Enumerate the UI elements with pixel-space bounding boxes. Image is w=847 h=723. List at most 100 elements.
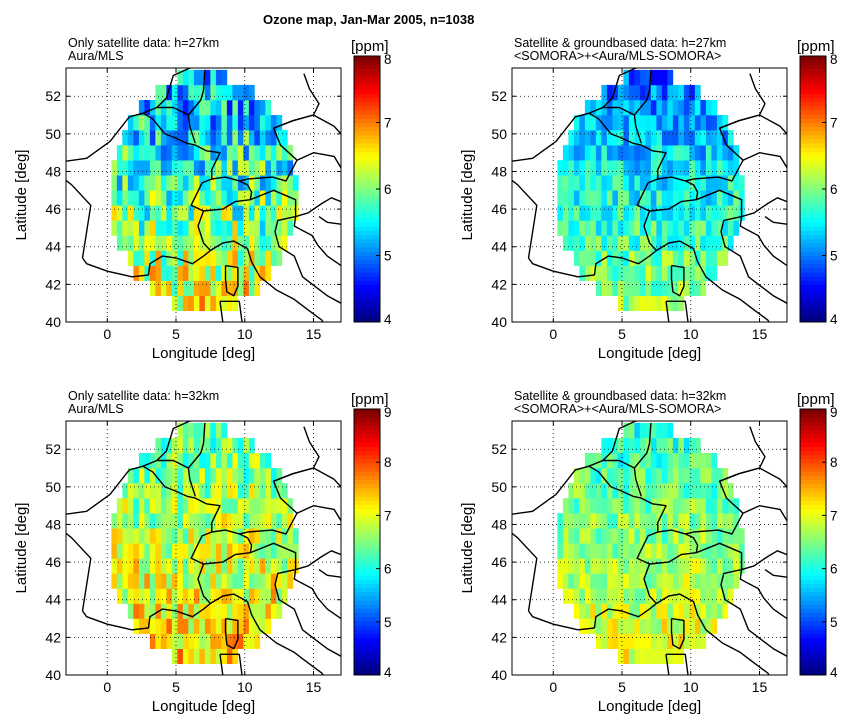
colorbar-band <box>354 438 380 443</box>
ozone-cell <box>694 84 701 101</box>
ozone-cell <box>628 145 635 161</box>
ozone-cell <box>590 190 597 206</box>
colorbar-band <box>354 670 380 676</box>
ozone-cell <box>215 648 222 665</box>
colorbar-band <box>354 650 380 655</box>
ozone-cell <box>672 250 679 266</box>
ozone-cell <box>160 573 167 589</box>
ozone-cell <box>144 618 151 634</box>
ozone-cell <box>683 99 690 116</box>
x-tick-label: 5 <box>172 679 180 695</box>
colorbar-band <box>354 600 380 605</box>
ozone-cell <box>733 145 740 161</box>
ozone-cell <box>678 588 685 604</box>
colorbar-band <box>800 512 826 518</box>
ozone-cell <box>155 437 162 454</box>
ozone-cell <box>248 220 255 236</box>
colorbar-band <box>800 243 826 248</box>
ozone-cell <box>276 175 283 191</box>
ozone-cell <box>182 543 189 559</box>
ozone-cell <box>265 603 272 619</box>
ozone-cell <box>254 235 261 251</box>
ozone-cell <box>716 235 723 251</box>
ozone-cell <box>215 205 222 221</box>
ozone-cell <box>276 498 283 514</box>
ozone-cell <box>584 220 591 236</box>
ozone-cell <box>634 543 641 559</box>
ozone-cell <box>595 130 602 146</box>
ozone-cell <box>689 280 696 296</box>
ozone-cell <box>243 452 250 469</box>
ozone-cell <box>683 633 690 649</box>
ozone-cell <box>573 513 580 529</box>
panel-title-line: <SOMORA>+<Aura/MLS-SOMORA> <box>514 49 721 63</box>
ozone-cell <box>199 160 206 176</box>
colorbar-band <box>800 471 826 476</box>
ozone-cell <box>199 468 206 484</box>
plot-area <box>512 421 787 675</box>
ozone-cell <box>259 618 266 634</box>
ozone-cell <box>188 618 195 634</box>
ozone-cell <box>188 84 195 101</box>
ozone-cell <box>259 588 266 604</box>
colorbar-band <box>354 658 380 663</box>
colorbar-band <box>800 205 826 211</box>
ozone-cell <box>221 160 228 176</box>
ozone-cell <box>678 633 685 649</box>
ozone-cell <box>705 513 712 529</box>
ozone-cell <box>738 543 745 559</box>
ozone-cell <box>661 99 668 116</box>
colorbar-band <box>800 168 826 173</box>
ozone-cell <box>562 528 569 544</box>
ozone-cell <box>259 498 266 514</box>
colorbar-tick-label: 7 <box>830 508 838 523</box>
ozone-cell <box>595 528 602 544</box>
y-tick-label: 48 <box>45 163 61 179</box>
ozone-cell <box>601 145 608 161</box>
y-tick-label: 48 <box>45 516 61 532</box>
colorbar-band <box>354 172 380 177</box>
colorbar-band <box>354 164 380 169</box>
ozone-cell <box>733 205 740 221</box>
ozone-cell <box>683 437 690 454</box>
ozone-cell <box>237 498 244 514</box>
x-tick-label: 10 <box>683 679 699 695</box>
ozone-cell <box>177 205 184 221</box>
x-tick-label: 0 <box>103 326 111 342</box>
ozone-cell <box>210 468 217 484</box>
ozone-cell <box>634 422 641 439</box>
ozone-cell <box>287 558 294 574</box>
ozone-cell <box>188 573 195 589</box>
ozone-cell <box>639 295 646 312</box>
ozone-cell <box>281 130 288 146</box>
ozone-cell <box>650 573 657 589</box>
ozone-cell <box>188 69 195 86</box>
ozone-cell <box>149 528 156 544</box>
colorbar-unit-label: [ppm] <box>351 38 389 55</box>
ozone-cell <box>149 235 156 251</box>
ozone-cell <box>265 190 272 206</box>
ozone-cell <box>188 130 195 146</box>
ozone-cell <box>584 265 591 281</box>
colorbar-band <box>354 413 380 418</box>
ozone-cell <box>667 115 674 131</box>
border-line <box>741 550 787 571</box>
ozone-cell <box>628 558 635 574</box>
ozone-cell <box>634 190 641 206</box>
ozone-cell <box>177 648 184 665</box>
colorbar-band <box>800 650 826 655</box>
ozone-cell <box>716 528 723 544</box>
ozone-cell <box>122 528 129 544</box>
ozone-cell <box>171 205 178 221</box>
colorbar-band <box>354 139 380 144</box>
ozone-cell <box>188 483 195 499</box>
ozone-cell <box>270 558 277 574</box>
ozone-cell <box>650 250 657 266</box>
ozone-cell <box>623 452 630 469</box>
ozone-cell <box>557 205 564 221</box>
ozone-cell <box>639 528 646 544</box>
ozone-cell <box>656 130 663 146</box>
ozone-cell <box>683 84 690 101</box>
ozone-cell <box>573 483 580 499</box>
ozone-cell <box>628 468 635 484</box>
